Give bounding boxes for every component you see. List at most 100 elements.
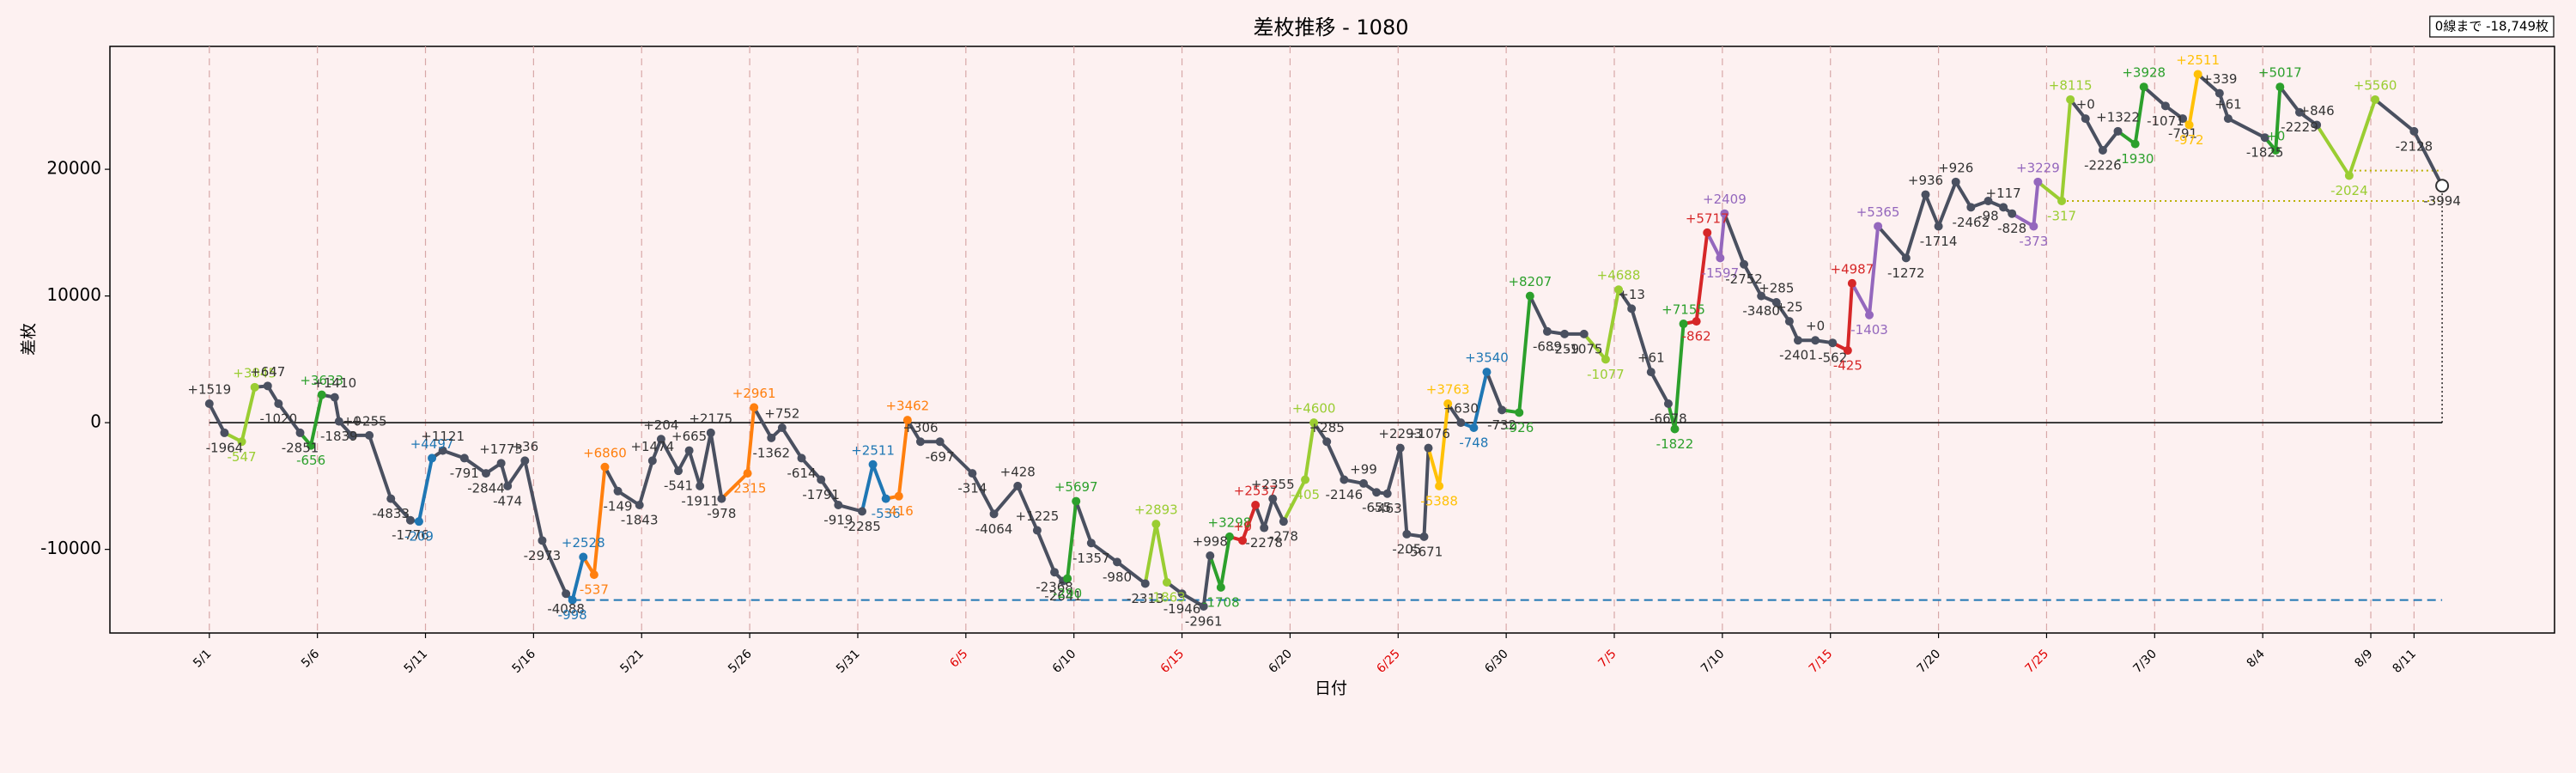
data-point bbox=[1793, 336, 1802, 345]
change-label: -998 bbox=[558, 607, 587, 623]
change-label: +1225 bbox=[1016, 508, 1060, 524]
data-point bbox=[1865, 310, 1874, 320]
change-label: -655 bbox=[1362, 500, 1391, 515]
change-label: +5560 bbox=[2354, 77, 2397, 93]
data-point bbox=[834, 501, 843, 510]
line-segment bbox=[2142, 85, 2167, 108]
data-point bbox=[405, 515, 415, 525]
change-label: -2315 bbox=[729, 481, 767, 496]
data-point bbox=[1901, 253, 1911, 263]
line-segment bbox=[1485, 370, 1504, 412]
change-label: -2313 bbox=[1127, 591, 1164, 606]
data-point bbox=[2139, 82, 2148, 92]
change-label: -972 bbox=[2175, 132, 2204, 148]
data-point bbox=[1372, 488, 1382, 497]
data-point bbox=[1847, 278, 1856, 288]
data-point bbox=[1162, 577, 1171, 587]
data-point bbox=[1811, 336, 1820, 345]
data-point bbox=[1498, 405, 1507, 415]
line-segment bbox=[970, 472, 996, 516]
change-label: -536 bbox=[872, 506, 901, 521]
data-point bbox=[295, 428, 305, 437]
line-segment bbox=[1074, 499, 1093, 545]
data-point bbox=[684, 446, 694, 455]
line-segment bbox=[780, 426, 804, 460]
change-label: -978 bbox=[707, 506, 736, 521]
change-label: +5017 bbox=[2258, 65, 2302, 81]
data-point bbox=[568, 595, 577, 605]
line-segment bbox=[2187, 72, 2200, 127]
data-point bbox=[2113, 126, 2123, 136]
change-label: +4987 bbox=[1831, 261, 1874, 277]
change-label: -562 bbox=[1818, 350, 1847, 366]
line-segment bbox=[1262, 496, 1275, 530]
line-segment bbox=[2217, 91, 2230, 121]
line-segment bbox=[2032, 180, 2040, 228]
data-point bbox=[613, 486, 623, 496]
line-segment bbox=[1722, 211, 1747, 266]
change-label: +3633 bbox=[300, 373, 343, 388]
change-label: -1077 bbox=[1587, 367, 1625, 382]
line-segment bbox=[1936, 180, 1958, 228]
change-label: -1930 bbox=[2117, 151, 2154, 167]
change-label: -2641 bbox=[1044, 588, 1082, 604]
data-point bbox=[538, 536, 547, 545]
data-point bbox=[2029, 222, 2038, 231]
data-point bbox=[2275, 82, 2285, 92]
line-segment bbox=[752, 405, 774, 440]
line-segment bbox=[1089, 541, 1120, 564]
data-point bbox=[656, 435, 665, 444]
line-segment bbox=[698, 430, 713, 488]
change-label: -2024 bbox=[2330, 183, 2368, 198]
line-segment bbox=[1218, 534, 1231, 589]
data-point bbox=[220, 428, 229, 437]
change-label: +2511 bbox=[851, 442, 895, 458]
data-point bbox=[237, 437, 246, 447]
data-point bbox=[1560, 329, 1570, 338]
data-point bbox=[1177, 589, 1187, 599]
change-label: -314 bbox=[957, 481, 987, 496]
change-label: +2511 bbox=[2176, 52, 2220, 68]
data-point bbox=[1032, 526, 1042, 535]
change-label: -1272 bbox=[1887, 265, 1925, 281]
data-point bbox=[1216, 582, 1225, 592]
line-segment bbox=[1603, 288, 1621, 362]
line-segment bbox=[1953, 180, 1973, 210]
y-tick-label: 0 bbox=[90, 411, 101, 432]
change-label: +2409 bbox=[1703, 192, 1747, 207]
data-point bbox=[263, 381, 272, 391]
data-point bbox=[2184, 120, 2194, 130]
data-point bbox=[1614, 285, 1624, 295]
change-label: -2146 bbox=[1326, 487, 1364, 502]
change-label: -980 bbox=[1103, 569, 1132, 585]
data-point bbox=[1251, 501, 1261, 510]
data-point bbox=[2271, 145, 2281, 155]
data-point bbox=[1279, 517, 1288, 526]
change-label: +306 bbox=[902, 420, 938, 435]
change-label: -862 bbox=[1682, 329, 1711, 344]
change-label: +285 bbox=[1309, 420, 1345, 435]
change-label: +3845 bbox=[233, 365, 276, 380]
change-label: +61 bbox=[1637, 350, 1665, 366]
line-segment bbox=[1281, 478, 1308, 524]
data-point bbox=[696, 481, 705, 490]
change-label: +7155 bbox=[1662, 302, 1705, 318]
change-label: +6860 bbox=[583, 445, 627, 460]
data-point bbox=[2130, 139, 2140, 149]
change-label: -656 bbox=[296, 453, 325, 468]
change-label: +1322 bbox=[2096, 109, 2140, 125]
line-segment bbox=[603, 465, 620, 493]
data-point bbox=[1482, 368, 1492, 377]
data-point bbox=[1670, 424, 1680, 434]
change-label: -2973 bbox=[524, 548, 562, 563]
data-point bbox=[496, 459, 506, 468]
line-segment bbox=[2347, 97, 2378, 178]
line-segment bbox=[592, 465, 607, 577]
data-point bbox=[1301, 475, 1310, 484]
data-point bbox=[2409, 126, 2419, 136]
change-label: -919 bbox=[823, 513, 853, 528]
change-label: -5671 bbox=[1406, 544, 1443, 559]
line-segment bbox=[462, 456, 488, 476]
line-segment bbox=[637, 459, 654, 508]
chart-title: 差枚推移 - 1080 bbox=[1254, 15, 1409, 40]
